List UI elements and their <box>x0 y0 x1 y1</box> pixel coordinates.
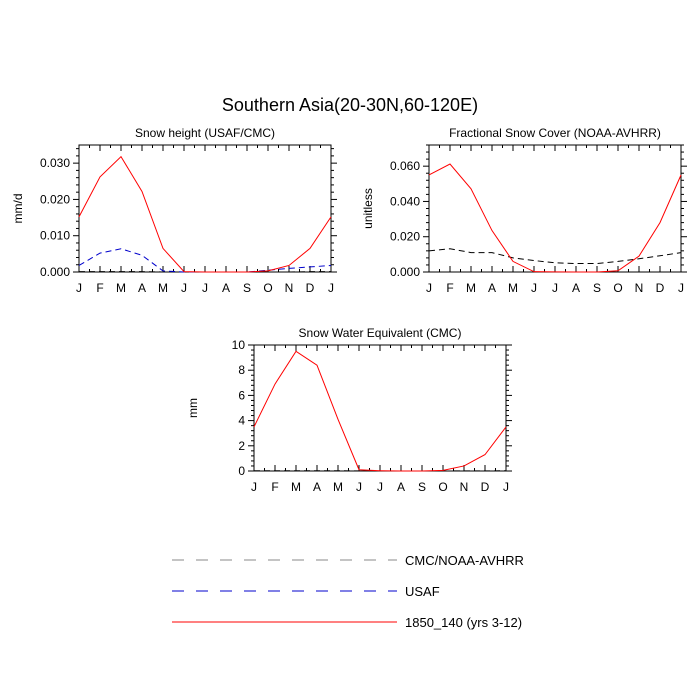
x-tick-label: S <box>418 480 426 494</box>
y-tick-label: 4 <box>238 414 245 428</box>
panel-title: Snow height (USAF/CMC) <box>135 126 275 140</box>
chart-panels: Snow height (USAF/CMC) mm/d 0.000 0.010 0.02… <box>11 126 687 494</box>
x-tick-label: J <box>531 281 537 295</box>
y-tick-label: 0.000 <box>390 265 420 279</box>
x-tick-label: M <box>508 281 518 295</box>
legend-label-1: CMC/NOAA-AVHRR <box>405 553 524 568</box>
x-tick-label: O <box>263 281 272 295</box>
x-tick-label: O <box>438 480 447 494</box>
x-tick-label: S <box>243 281 251 295</box>
panel-title: Snow Water Equivalent (CMC) <box>299 326 462 340</box>
x-tick-label: S <box>593 281 601 295</box>
x-tick-label: M <box>158 281 168 295</box>
y-tick-label: 6 <box>238 388 245 402</box>
figure-title: Southern Asia(20-30N,60-120E) <box>222 95 478 115</box>
x-tick-label: N <box>285 281 294 295</box>
x-tick-label: M <box>291 480 301 494</box>
y-tick-label: 0.020 <box>390 230 420 244</box>
x-tick-label: J <box>202 281 208 295</box>
y-tick-label: 0.000 <box>40 265 70 279</box>
x-tick-label: J <box>503 480 509 494</box>
plot-frame <box>428 144 682 273</box>
x-tick-label: A <box>138 281 146 295</box>
y-tick-label: 8 <box>238 363 245 377</box>
y-tick-label: 0.060 <box>390 159 420 173</box>
x-tick-label: O <box>613 281 622 295</box>
series-line-1850-140-yrs-3-12 <box>253 350 507 472</box>
y-axis-label: unitless <box>361 188 375 229</box>
x-tick-label: M <box>466 281 476 295</box>
y-axis-label: mm/d <box>11 194 25 224</box>
x-tick-label: D <box>306 281 315 295</box>
plot-frame <box>253 344 507 472</box>
y-tick-label: 2 <box>238 439 245 453</box>
y-tick-label: 0 <box>238 464 245 478</box>
legend-label-2: USAF <box>405 584 440 599</box>
chart-panel-1: Snow height (USAF/CMC) mm/d 0.000 0.010 0.02… <box>11 126 337 295</box>
x-tick-label: J <box>251 480 257 494</box>
x-tick-label: J <box>426 281 432 295</box>
y-tick-label: 0.020 <box>40 192 70 206</box>
x-tick-label: J <box>356 480 362 494</box>
x-tick-label: J <box>181 281 187 295</box>
x-tick-label: A <box>313 480 321 494</box>
x-tick-label: F <box>446 281 453 295</box>
x-tick-label: D <box>656 281 665 295</box>
y-tick-label: 0.010 <box>40 229 70 243</box>
x-tick-label: F <box>96 281 103 295</box>
legend-label-3: 1850_140 (yrs 3-12) <box>405 615 522 630</box>
x-tick-label: M <box>333 480 343 494</box>
x-tick-label: D <box>481 480 490 494</box>
y-tick-label: 10 <box>232 338 246 352</box>
series-line-cmc-noaa-avhrr <box>428 248 682 265</box>
series-line-1850-140-yrs-3-12 <box>428 163 682 273</box>
x-tick-label: J <box>328 281 334 295</box>
chart-panel-2: Fractional Snow Cover (NOAA-AVHRR) unitle… <box>361 126 687 295</box>
plot-frame <box>78 144 332 273</box>
x-tick-label: N <box>635 281 644 295</box>
x-tick-label: A <box>397 480 405 494</box>
x-tick-label: J <box>377 480 383 494</box>
y-tick-label: 0.030 <box>40 156 70 170</box>
x-tick-label: A <box>222 281 230 295</box>
x-tick-label: J <box>76 281 82 295</box>
x-tick-label: A <box>488 281 496 295</box>
x-tick-label: J <box>678 281 684 295</box>
legend: CMC/NOAA-AVHRR USAF 1850_140 (yrs 3-12) <box>172 553 524 630</box>
y-tick-label: 0.040 <box>390 194 420 208</box>
panel-title: Fractional Snow Cover (NOAA-AVHRR) <box>449 126 661 140</box>
x-tick-label: F <box>271 480 278 494</box>
x-tick-label: J <box>552 281 558 295</box>
series-line-1850-140-yrs-3-12 <box>78 155 332 273</box>
x-tick-label: A <box>572 281 580 295</box>
x-tick-label: M <box>116 281 126 295</box>
x-tick-label: N <box>460 480 469 494</box>
y-axis-label: mm <box>186 398 200 418</box>
